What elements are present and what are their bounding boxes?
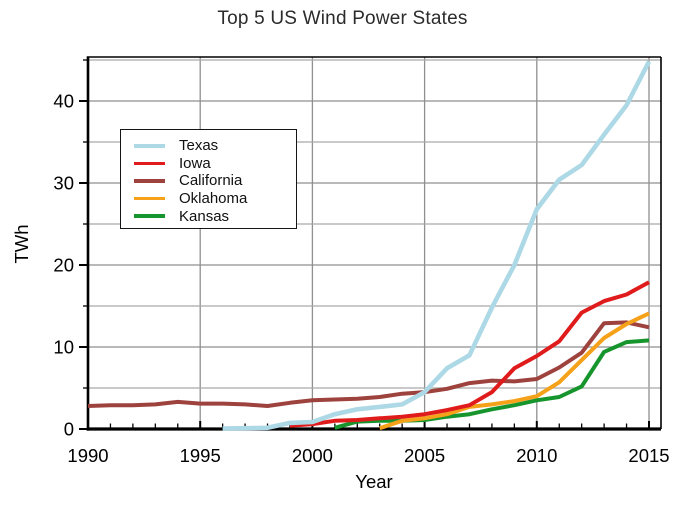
legend-label-california: California bbox=[179, 172, 243, 190]
y-tick-label: 10 bbox=[53, 337, 74, 358]
texas-line-swatch bbox=[134, 144, 165, 148]
chart-title: Top 5 US Wind Power States bbox=[217, 8, 468, 29]
legend-item-texas: Texas bbox=[121, 137, 296, 155]
legend-item-kansas: Kansas bbox=[121, 207, 296, 225]
x-tick-label: 1990 bbox=[67, 445, 108, 466]
series-line-iowa bbox=[289, 280, 650, 428]
x-axis-label: Year bbox=[355, 471, 393, 492]
y-tick-label: 40 bbox=[53, 91, 74, 112]
series-line-texas bbox=[222, 60, 652, 431]
x-tick-label: 2015 bbox=[628, 445, 669, 466]
legend: Texas Iowa California Oklahoma Kansas bbox=[120, 129, 297, 229]
x-tick-label: 2005 bbox=[404, 445, 445, 466]
series-line-oklahoma bbox=[379, 311, 650, 431]
y-tick-label: 0 bbox=[64, 419, 74, 440]
x-tick-label: 2010 bbox=[516, 445, 557, 466]
iowa-line-swatch bbox=[134, 161, 165, 166]
legend-label-iowa: Iowa bbox=[179, 154, 211, 172]
x-tick-label: 1995 bbox=[180, 445, 221, 466]
legend-item-california: California bbox=[121, 172, 296, 190]
california-line-swatch bbox=[134, 179, 165, 183]
legend-item-iowa: Iowa bbox=[121, 155, 296, 173]
series-line-california bbox=[87, 320, 650, 408]
oklahoma-line-swatch bbox=[134, 196, 165, 201]
y-tick-label: 30 bbox=[53, 173, 74, 194]
series-line-kansas bbox=[334, 338, 650, 430]
y-axis-label: TWh bbox=[11, 224, 32, 264]
legend-label-kansas: Kansas bbox=[179, 207, 230, 225]
legend-label-oklahoma: Oklahoma bbox=[179, 190, 248, 208]
legend-label-texas: Texas bbox=[179, 137, 219, 155]
legend-item-oklahoma: Oklahoma bbox=[121, 190, 296, 208]
kansas-line-swatch bbox=[134, 214, 165, 218]
x-tick-label: 2000 bbox=[292, 445, 333, 466]
y-tick-label: 20 bbox=[53, 255, 74, 276]
